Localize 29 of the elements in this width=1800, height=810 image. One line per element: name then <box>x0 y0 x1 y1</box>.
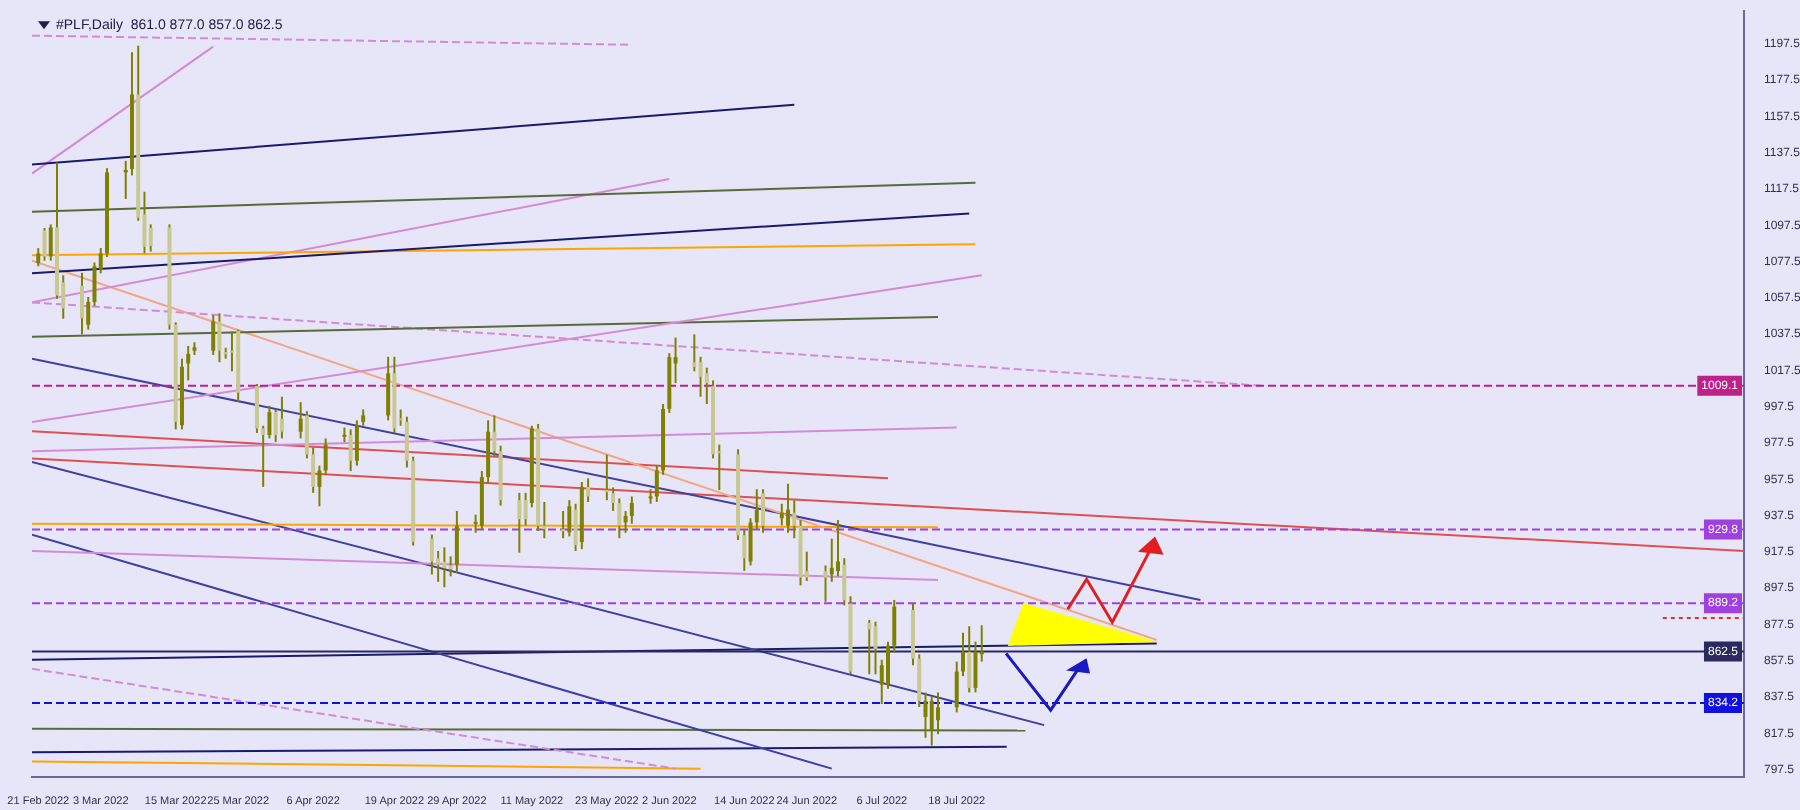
candlestick <box>348 428 353 473</box>
candlestick <box>429 533 434 576</box>
candlestick <box>567 499 572 538</box>
candlestick <box>386 355 391 422</box>
candlestick <box>561 510 566 540</box>
candlestick <box>454 510 459 574</box>
candlestick <box>42 227 47 262</box>
candlestick <box>79 271 84 336</box>
candlestick <box>629 495 634 525</box>
candlestick <box>48 223 53 262</box>
candlestick <box>279 395 284 440</box>
candlestick <box>867 618 872 676</box>
candlestick <box>786 482 791 534</box>
candlestick <box>317 464 322 508</box>
candlestick <box>517 491 522 554</box>
candlestick <box>973 640 978 694</box>
candlestick <box>698 355 703 398</box>
candlestick <box>298 401 303 440</box>
candlestick <box>211 314 216 356</box>
candlestick <box>967 625 972 694</box>
candlestick <box>792 499 797 540</box>
candlestick <box>217 312 222 364</box>
candlestick <box>935 691 940 736</box>
candlestick <box>929 695 934 747</box>
candlestick <box>779 502 784 527</box>
candlestick <box>442 546 447 589</box>
candlestick <box>692 333 697 373</box>
candlestick <box>761 488 766 534</box>
candlestick <box>323 437 328 476</box>
